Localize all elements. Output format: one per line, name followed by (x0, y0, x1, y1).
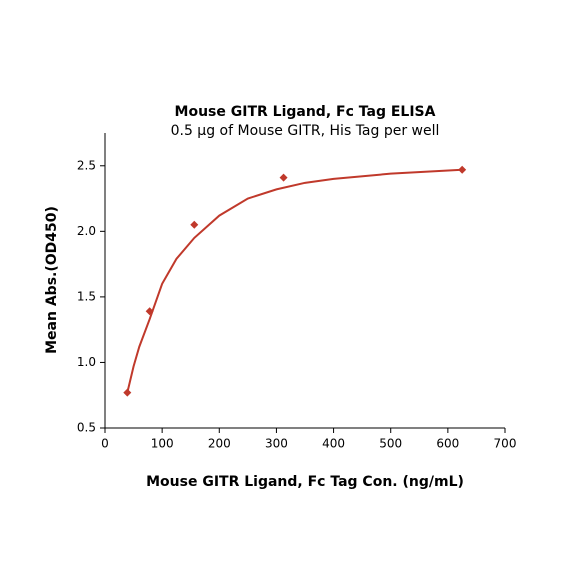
y-tick-label: 1.5 (77, 289, 96, 303)
x-tick-label: 300 (265, 437, 288, 451)
x-tick-label: 700 (494, 437, 517, 451)
data-point (145, 307, 154, 316)
chart-subtitle: 0.5 μg of Mouse GITR, His Tag per well (171, 123, 440, 139)
x-axis-label: Mouse GITR Ligand, Fc Tag Con. (ng/mL) (146, 474, 464, 490)
y-axis-label: Mean Abs.(OD450) (44, 206, 60, 354)
data-point (458, 165, 467, 174)
x-tick-label: 500 (379, 437, 402, 451)
data-point (123, 388, 132, 397)
x-tick-label: 100 (151, 437, 174, 451)
chart-title: Mouse GITR Ligand, Fc Tag ELISA (175, 104, 436, 120)
y-tick-label: 0.5 (77, 421, 96, 435)
y-tick-label: 2.0 (77, 224, 96, 238)
y-tick-label: 1.0 (77, 355, 96, 369)
data-point (190, 220, 199, 229)
x-tick-label: 0 (101, 437, 109, 451)
x-tick-label: 200 (208, 437, 231, 451)
x-tick-label: 400 (322, 437, 345, 451)
fit-curve (126, 168, 463, 393)
x-tick-label: 600 (436, 437, 459, 451)
data-point (279, 173, 288, 182)
y-tick-label: 2.5 (77, 158, 96, 172)
